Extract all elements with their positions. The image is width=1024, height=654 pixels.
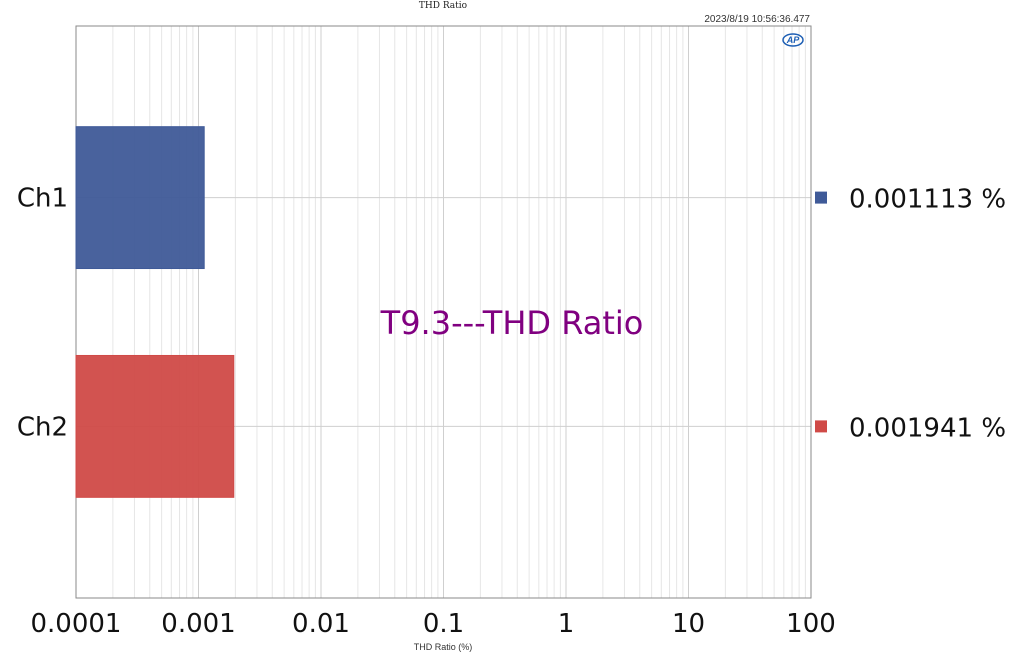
bar-ch2 <box>75 354 235 498</box>
x-tick-label: 1 <box>558 609 575 639</box>
x-tick-label: 0.01 <box>292 609 350 639</box>
ap-logo-text: AP <box>786 35 800 45</box>
category-label-ch1: Ch1 <box>17 184 68 214</box>
ap-logo-icon: AP <box>782 33 804 47</box>
plot-area-frame <box>75 25 812 599</box>
chart-annotation: T9.3---THD Ratio <box>380 304 644 342</box>
bars <box>75 126 235 498</box>
value-label-ch1: 0.001113 % <box>849 185 1006 215</box>
x-tick-label: 0.1 <box>423 609 464 639</box>
x-tick-label: 10 <box>672 609 705 639</box>
chart-title: THD Ratio <box>419 1 467 11</box>
value-legend: 0.001113 % 0.001941 % <box>815 185 1006 443</box>
x-axis-label: THD Ratio (%) <box>414 642 473 652</box>
x-tick-label: 0.001 <box>161 609 235 639</box>
legend-swatch-ch2 <box>815 420 827 433</box>
timestamp: 2023/8/19 10:56:36.477 <box>704 14 810 25</box>
category-label-ch2: Ch2 <box>17 412 68 442</box>
category-labels: Ch1 Ch2 <box>17 184 68 443</box>
legend-swatch-ch1 <box>815 191 827 204</box>
bar-ch1 <box>75 126 205 270</box>
value-label-ch2: 0.001941 % <box>849 413 1006 443</box>
x-tick-label: 0.0001 <box>31 609 122 639</box>
grid-lines <box>76 26 811 598</box>
x-tick-label: 100 <box>786 609 836 639</box>
x-tick-labels: 0.0001 0.001 0.01 0.1 1 10 100 <box>31 609 836 639</box>
